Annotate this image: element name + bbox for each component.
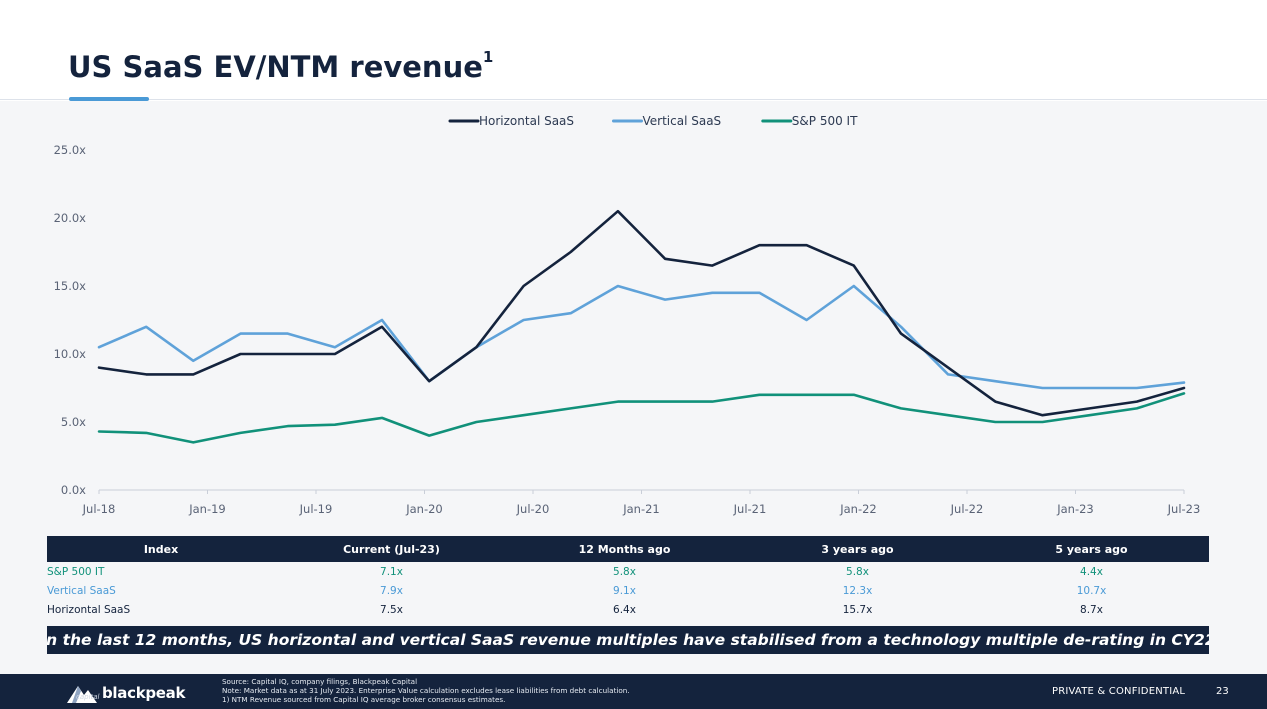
row-3-years: 12.3x [842,584,873,597]
slide-footer: blackpeak capital Source: Capital IQ, co… [0,674,1267,709]
blackpeak-logo: blackpeak [67,681,185,705]
legend-label: S&P 500 IT [792,114,858,128]
slide-header [0,0,1267,100]
row-index-name: S&P 500 IT [47,565,105,578]
title-accent-bar [69,97,149,101]
row-5-years: 4.4x [1080,565,1103,578]
header-3-years: 3 years ago [821,542,894,556]
row-12-months: 5.8x [613,565,636,578]
series-line [97,209,1186,417]
x-tick-label: Jul-22 [950,502,984,516]
y-tick-label: 5.0x [61,415,86,429]
source-line: Source: Capital IQ, company filings, Bla… [222,677,418,686]
row-current: 7.5x [380,603,403,616]
row-5-years: 10.7x [1076,584,1107,597]
row-12-months: 6.4x [613,603,636,616]
series-line [97,392,1186,444]
legend-label: Horizontal SaaS [479,114,574,128]
footnote-line: 1) NTM Revenue sourced from Capital IQ a… [222,695,506,704]
x-tick-label: Jan-20 [405,502,443,516]
y-tick-label: 25.0x [54,143,87,157]
x-tick-label: Jul-20 [516,502,550,516]
row-index-name: Horizontal SaaS [47,603,131,616]
row-5-years: 8.7x [1080,603,1103,616]
header-index: Index [143,542,179,556]
table-header-row: Index Current (Jul-23) 12 Months ago 3 y… [47,536,1209,562]
row-12-months: 9.1x [613,584,636,597]
table-row: Vertical SaaS 7.9x 9.1x 12.3x 10.7x [47,581,1209,600]
series-line [97,284,1186,390]
x-tick-label: Jan-22 [839,502,877,516]
y-tick-label: 15.0x [54,279,87,293]
note-line: Note: Market data as at 31 July 2023. En… [222,686,630,695]
page-title: US SaaS EV/NTM revenue1 [68,48,494,84]
x-tick-label: Jan-19 [188,502,226,516]
row-current: 7.9x [380,584,403,597]
header-5-years: 5 years ago [1055,542,1128,556]
source-notes: Source: Capital IQ, company filings, Bla… [222,677,630,704]
row-current: 7.1x [380,565,403,578]
x-tick-label: Jan-23 [1056,502,1094,516]
x-tick-label: Jul-19 [299,502,333,516]
page-title-text: US SaaS EV/NTM revenue [68,50,483,84]
table-row: S&P 500 IT 7.1x 5.8x 5.8x 4.4x [47,562,1209,581]
legend-label: Vertical SaaS [643,114,722,128]
title-footnote-marker: 1 [482,48,494,67]
row-index-name: Vertical SaaS [47,584,116,597]
y-tick-label: 0.0x [61,483,86,497]
x-tick-label: Jul-18 [82,502,116,516]
logo-subtitle: capital [76,693,100,701]
row-3-years: 15.7x [842,603,873,616]
page-number: 23 [1216,686,1229,697]
confidentiality-label: PRIVATE & CONFIDENTIAL [1052,686,1186,697]
multiples-table: Index Current (Jul-23) 12 Months ago 3 y… [47,536,1209,619]
line-chart: 0.0x 5.0x 10.0x 15.0x 20.0x 25.0x Jul-18 Jan-19… [54,114,1201,516]
x-tick-label: Jul-21 [733,502,767,516]
mountain-icon [67,686,97,703]
header-12-months: 12 Months ago [578,542,671,556]
x-tick-label: Jul-23 [1167,502,1201,516]
table-row: Horizontal SaaS 7.5x 6.4x 15.7x 8.7x [47,600,1209,619]
y-tick-label: 20.0x [54,211,87,225]
y-tick-label: 10.0x [54,347,87,361]
key-takeaway-banner: In the last 12 months, US horizontal and… [47,626,1209,654]
logo-wordmark: blackpeak [102,684,186,702]
row-3-years: 5.8x [846,565,869,578]
header-current: Current (Jul-23) [343,542,440,556]
x-tick-label: Jan-21 [622,502,660,516]
